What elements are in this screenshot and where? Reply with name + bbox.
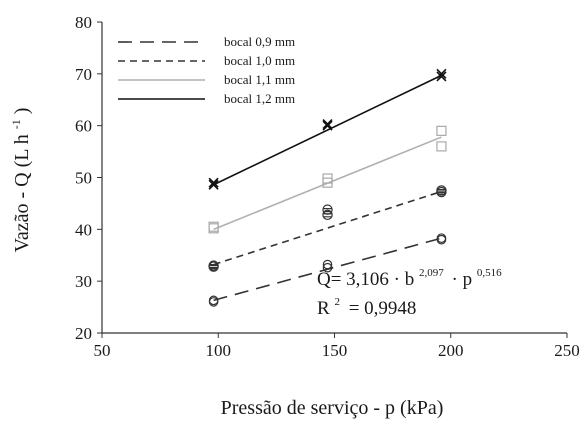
r-squared-exp: 2	[334, 296, 340, 308]
y-axis-title: Vazão - Q (L h -1 )	[3, 108, 33, 253]
diamond-marker-stripe	[323, 208, 332, 213]
diamond-marker-stripe	[437, 188, 446, 194]
axes: 50 100 150 200 250 20 30 40 50 60 70 80	[75, 13, 580, 360]
y-tick-label: 30	[75, 272, 92, 291]
square-marker	[322, 173, 333, 184]
circle-marker	[436, 233, 447, 243]
diamond-marker	[208, 261, 219, 272]
equation-exp-b: 2,097	[419, 267, 444, 279]
y-tick-label: 40	[75, 220, 92, 239]
data-markers	[208, 68, 447, 307]
x-tick-label: 100	[206, 341, 232, 360]
circle-marker	[322, 259, 333, 270]
square-marker	[436, 141, 447, 152]
x-marker	[208, 177, 219, 188]
r-squared-value: = 0,9948	[349, 298, 417, 319]
fit-lines	[213, 74, 442, 302]
y-tick-label: 60	[75, 117, 92, 136]
legend: bocal 0,9 mm bocal 1,0 mm bocal 1,1 mm boca…	[118, 34, 295, 106]
diamond-marker	[322, 209, 333, 221]
diamond-marker-stripe	[209, 265, 218, 270]
legend-label-4: bocal 1,2 mm	[224, 91, 295, 106]
x-marker	[436, 71, 447, 82]
r-squared: R 2 = 0,9948	[317, 289, 416, 319]
y-axis-title-main: Vazão - Q (L h	[11, 134, 33, 252]
equation-exp-p: 0,516	[477, 267, 502, 279]
x-marker	[322, 120, 333, 131]
y-tick-label: 50	[75, 169, 92, 188]
equation-mid: · p	[452, 269, 473, 290]
square-marker	[436, 125, 447, 136]
diamond-marker-stripe	[209, 264, 218, 269]
x-tick-label: 150	[322, 341, 348, 360]
r-squared-prefix: R	[317, 298, 330, 319]
x-marker	[208, 179, 219, 190]
x-tick-label: 250	[554, 341, 580, 360]
y-tick-label: 80	[75, 13, 92, 32]
circle-marker	[208, 295, 219, 306]
regression-annotation: Q= 3,106 · b 2,097 · p 0,516 R 2 = 0,994…	[317, 260, 502, 319]
x-axis-title: Pressão de serviço - p (kPa)	[221, 397, 444, 419]
regression-equation: Q= 3,106 · b 2,097 · p 0,516	[317, 260, 502, 290]
x-marker	[436, 68, 447, 79]
y-tick-label: 70	[75, 65, 92, 84]
x-tick-label: 50	[94, 341, 111, 360]
circle-marker	[322, 262, 333, 273]
y-axis-title-sup: -1	[9, 119, 23, 129]
fit-line	[213, 74, 442, 186]
equation-prefix: Q= 3,106 · b	[317, 269, 414, 290]
fit-line	[213, 190, 442, 266]
y-axis-title-close: )	[11, 108, 33, 115]
legend-label-1: bocal 0,9 mm	[224, 34, 295, 49]
x-tick-label: 200	[438, 341, 464, 360]
diamond-marker	[436, 185, 447, 196]
diamond-marker	[322, 204, 333, 215]
x-marker	[322, 119, 333, 130]
square-marker	[208, 223, 219, 234]
legend-label-2: bocal 1,0 mm	[224, 53, 295, 68]
legend-label-3: bocal 1,1 mm	[224, 72, 295, 87]
y-tick-label: 20	[75, 324, 92, 343]
